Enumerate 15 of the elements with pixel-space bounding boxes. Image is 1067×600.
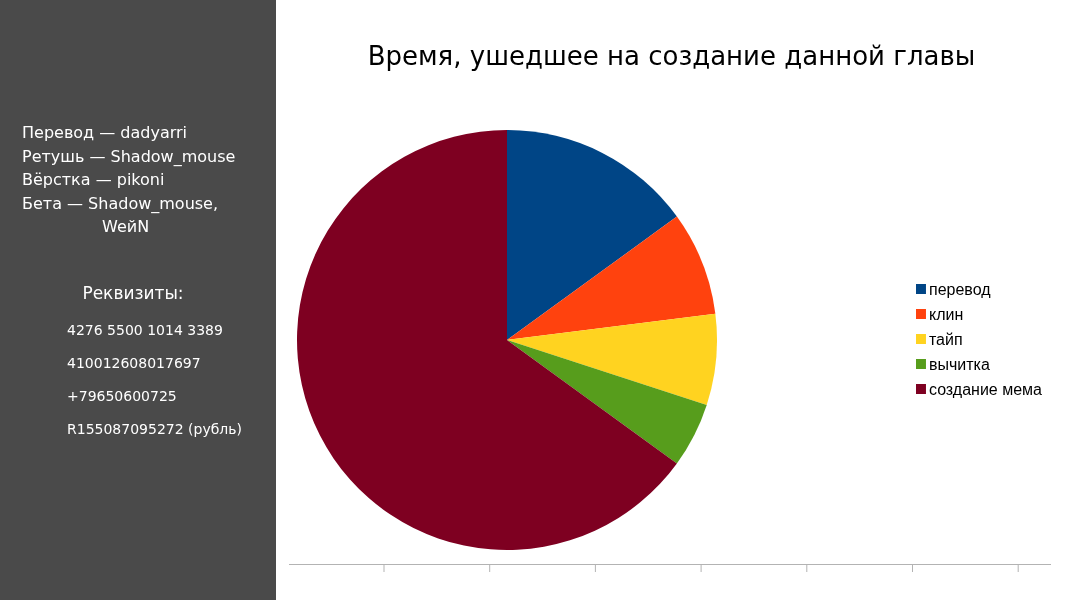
text: 410012608017697	[67, 354, 201, 373]
text: Ретушь — Shadow_mouse	[22, 145, 237, 168]
legend-label: тайп	[928, 330, 963, 348]
text: Вёрстка — pikoni	[22, 169, 166, 191]
legend-label: клин	[928, 305, 964, 323]
legend-label: создание мема	[928, 380, 1043, 398]
legend-label: вычитка	[928, 355, 990, 373]
text: R155087095272 (рубль)	[67, 420, 242, 439]
legend-label: перевод	[928, 280, 992, 298]
text: Перевод — dadyarri	[22, 122, 189, 144]
text: +79650600725	[67, 387, 177, 406]
text: 4276 5500 1014 3389	[67, 321, 223, 340]
text: Бета — Shadow_mouse, WeйN	[22, 192, 220, 238]
text: Реквизиты:	[81, 282, 185, 304]
chart-title: Время, ушедшее на создание данной главы	[367, 41, 976, 71]
